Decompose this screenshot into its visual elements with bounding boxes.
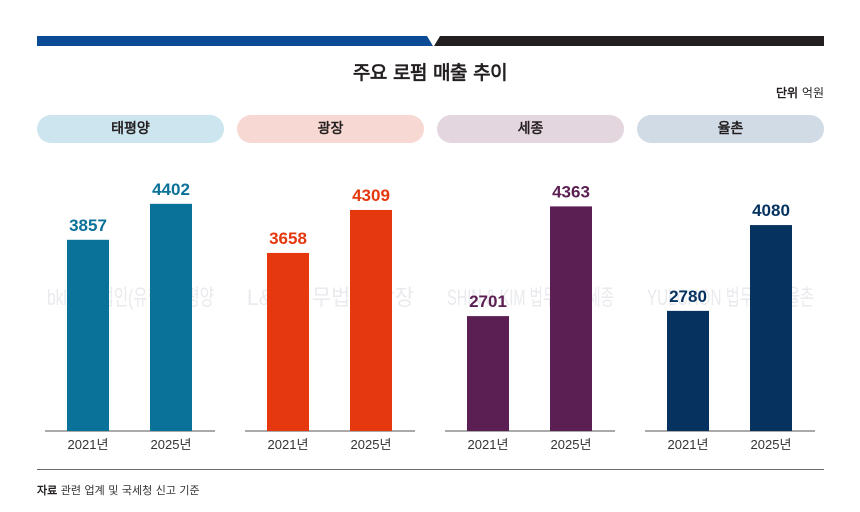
bar-태평양-2025년: [150, 203, 192, 431]
bar-율촌-2021년: [667, 310, 709, 431]
data-label: 2780: [669, 287, 707, 306]
source-note: 자료 관련 업계 및 국세청 신고 기준: [37, 482, 200, 498]
header-bar-right: [434, 36, 824, 46]
header-divider-bar: [37, 36, 824, 46]
x-tick-label: 2025년: [351, 437, 392, 452]
data-label: 3857: [69, 216, 107, 235]
chart-title: 주요 로펌 매출 추이: [352, 62, 508, 84]
bar-율촌-2025년: [750, 225, 792, 431]
firm-label-4: 율촌: [637, 115, 824, 143]
bar-광장-2021년: [267, 252, 309, 431]
source-label: 자료: [37, 484, 58, 497]
footer-divider: [37, 469, 824, 470]
x-tick-label: 2021년: [668, 437, 709, 452]
unit-value: 억원: [801, 86, 824, 100]
bar-세종-2025년: [550, 206, 592, 431]
unit-label: 단위: [775, 86, 799, 100]
x-tick-label: 2021년: [468, 437, 509, 452]
data-label: 4080: [752, 201, 790, 220]
bar-세종-2021년: [467, 316, 509, 431]
x-tick-label: 2021년: [68, 437, 109, 452]
bar-태평양-2021년: [67, 239, 109, 431]
x-tick-label: 2025년: [151, 437, 192, 452]
header-bar-left: [37, 36, 433, 46]
source-text: 관련 업계 및 국세청 신고 기준: [60, 484, 200, 497]
data-label: 4309: [352, 186, 390, 205]
firm-label-1: 태평양: [37, 115, 224, 143]
data-label: 4363: [552, 182, 590, 201]
x-tick-label: 2021년: [268, 437, 309, 452]
data-label: 4402: [152, 180, 190, 199]
firm-label-2: 광장: [237, 115, 424, 143]
data-label: 3658: [269, 229, 307, 248]
data-label: 2701: [469, 292, 507, 311]
bar-광장-2025년: [350, 209, 392, 431]
x-tick-label: 2025년: [751, 437, 792, 452]
x-tick-label: 2025년: [551, 437, 592, 452]
unit-note: 단위 억원: [776, 84, 824, 101]
firm-label-3: 세종: [437, 115, 624, 143]
